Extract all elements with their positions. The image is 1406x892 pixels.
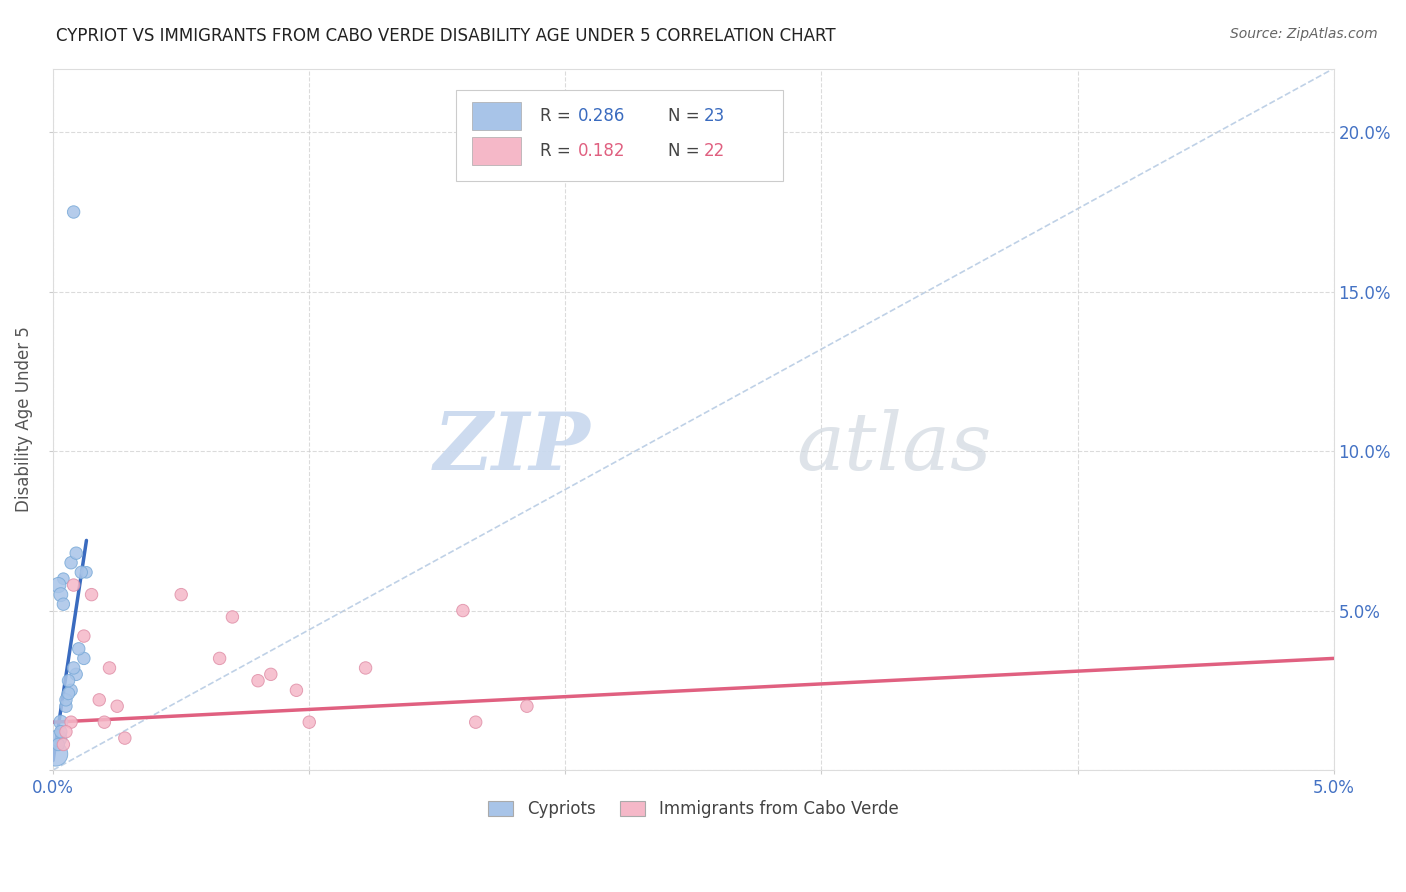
Point	[75, 566, 97, 580]
FancyBboxPatch shape	[472, 137, 520, 165]
Point	[298, 715, 321, 730]
Point	[46, 731, 69, 745]
Text: Source: ZipAtlas.com: Source: ZipAtlas.com	[1230, 27, 1378, 41]
Point	[60, 556, 83, 570]
Text: 0.286: 0.286	[578, 107, 626, 125]
Point	[516, 699, 538, 714]
Point	[60, 683, 83, 698]
Point	[62, 578, 84, 592]
Text: ZIP: ZIP	[434, 409, 591, 486]
Point	[114, 731, 136, 745]
Text: 22: 22	[703, 143, 725, 161]
Point	[46, 738, 69, 752]
Text: N =: N =	[668, 143, 699, 161]
Point	[49, 715, 72, 730]
Legend: Cypriots, Immigrants from Cabo Verde: Cypriots, Immigrants from Cabo Verde	[482, 794, 905, 825]
Point	[451, 603, 474, 617]
Text: R =: R =	[540, 143, 571, 161]
Point	[73, 629, 96, 643]
Point	[55, 724, 77, 739]
Point	[55, 693, 77, 707]
Point	[58, 673, 80, 688]
Point	[55, 699, 77, 714]
Point	[221, 610, 243, 624]
Point	[80, 588, 103, 602]
Text: 23: 23	[703, 107, 725, 125]
Point	[49, 588, 72, 602]
Point	[46, 578, 69, 592]
Text: R =: R =	[540, 107, 571, 125]
Point	[285, 683, 308, 698]
Point	[98, 661, 121, 675]
Point	[60, 715, 83, 730]
Point	[49, 724, 72, 739]
Text: CYPRIOT VS IMMIGRANTS FROM CABO VERDE DISABILITY AGE UNDER 5 CORRELATION CHART: CYPRIOT VS IMMIGRANTS FROM CABO VERDE DI…	[56, 27, 835, 45]
Point	[464, 715, 486, 730]
Point	[260, 667, 283, 681]
FancyBboxPatch shape	[457, 89, 783, 181]
Point	[170, 588, 193, 602]
Point	[67, 641, 90, 656]
Point	[73, 651, 96, 665]
Point	[105, 699, 128, 714]
Point	[208, 651, 231, 665]
Point	[52, 597, 75, 611]
Point	[62, 205, 84, 219]
Point	[93, 715, 115, 730]
Point	[52, 738, 75, 752]
Point	[70, 566, 93, 580]
Point	[58, 686, 80, 700]
Y-axis label: Disability Age Under 5: Disability Age Under 5	[15, 326, 32, 512]
Point	[65, 546, 87, 560]
FancyBboxPatch shape	[472, 103, 520, 130]
Point	[65, 667, 87, 681]
Text: 0.182: 0.182	[578, 143, 626, 161]
Point	[45, 747, 67, 761]
Point	[89, 693, 111, 707]
Point	[354, 661, 377, 675]
Point	[62, 661, 84, 675]
Point	[247, 673, 270, 688]
Text: atlas: atlas	[796, 409, 991, 486]
Text: N =: N =	[668, 107, 699, 125]
Point	[52, 572, 75, 586]
